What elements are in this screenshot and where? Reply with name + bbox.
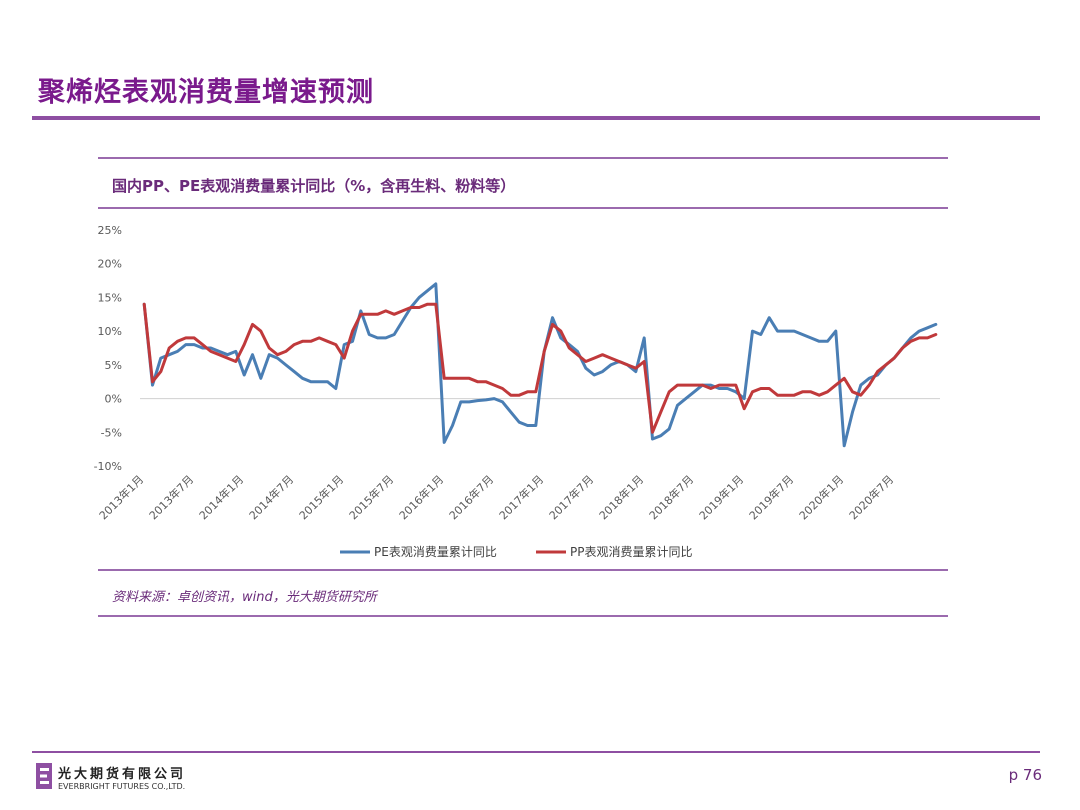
x-tick-label: 2020年1月 (796, 472, 846, 522)
y-tick-label: 15% (98, 291, 122, 304)
x-tick-label: 2019年1月 (696, 472, 746, 522)
y-axis: -10% -5% 0% 5% 10% 15% 20% 25% (94, 224, 122, 473)
title-divider (32, 116, 1040, 120)
y-tick-label: -5% (101, 426, 122, 439)
y-tick-label: 0% (105, 393, 122, 406)
company-logo-icon (36, 763, 52, 789)
page-number: p 76 (1008, 766, 1042, 784)
series-line-pp (142, 302, 938, 434)
chart-series (142, 282, 938, 448)
source-note: 资料来源：卓创资讯，wind，光大期货研究所 (112, 590, 377, 605)
y-tick-label: 10% (98, 325, 122, 338)
chart-heading: 国内PP、PE表观消费量累计同比（%，含再生料、粉料等） (112, 177, 516, 195)
x-tick-label: 2018年7月 (646, 472, 696, 522)
x-tick-label: 2016年1月 (396, 472, 446, 522)
footer-divider (32, 751, 1040, 753)
x-tick-label: 2015年1月 (296, 472, 346, 522)
chart-legend: PE表观消费量累计同比 PP表观消费量累计同比 (340, 545, 692, 559)
line-chart: -10%-5%0%5%10%15%20%25% 2013年1月 2013年7月 20… (94, 224, 940, 559)
y-tick-label: 25% (98, 224, 122, 237)
x-tick-label: 2017年1月 (496, 472, 546, 522)
source-bottom-rule (98, 615, 948, 617)
legend-label: PE表观消费量累计同比 (374, 545, 497, 559)
x-tick-label: 2018年1月 (596, 472, 646, 522)
x-tick-label: 2016年7月 (446, 472, 496, 522)
legend-label: PP表观消费量累计同比 (570, 545, 692, 559)
company-name-cn: 光大期货有限公司 (58, 767, 187, 782)
chart-heading-rule (98, 207, 948, 209)
x-tick-label: 2017年7月 (546, 472, 596, 522)
y-tick-label: 5% (105, 359, 122, 372)
chart-top-rule (98, 157, 948, 159)
x-tick-label: 2013年1月 (96, 472, 146, 522)
x-tick-label: 2019年7月 (746, 472, 796, 522)
company-name-en: EVERBRIGHT FUTURES CO.,LTD. (58, 782, 186, 791)
series-line-pe (142, 282, 938, 448)
y-tick-label: -10% (94, 460, 122, 473)
source-top-rule (98, 569, 948, 571)
x-tick-label: 2014年7月 (246, 472, 296, 522)
x-tick-label: 2015年7月 (346, 472, 396, 522)
x-axis: 2013年1月 2013年7月 2014年1月 2014年7月 2015年1月 2015年… (96, 398, 940, 522)
slide-title: 聚烯烃表观消费量增速预测 (38, 77, 374, 108)
y-tick-label: 20% (98, 258, 122, 271)
x-tick-label: 2013年7月 (146, 472, 196, 522)
x-tick-label: 2020年7月 (846, 472, 896, 522)
x-tick-label: 2014年1月 (196, 472, 246, 522)
